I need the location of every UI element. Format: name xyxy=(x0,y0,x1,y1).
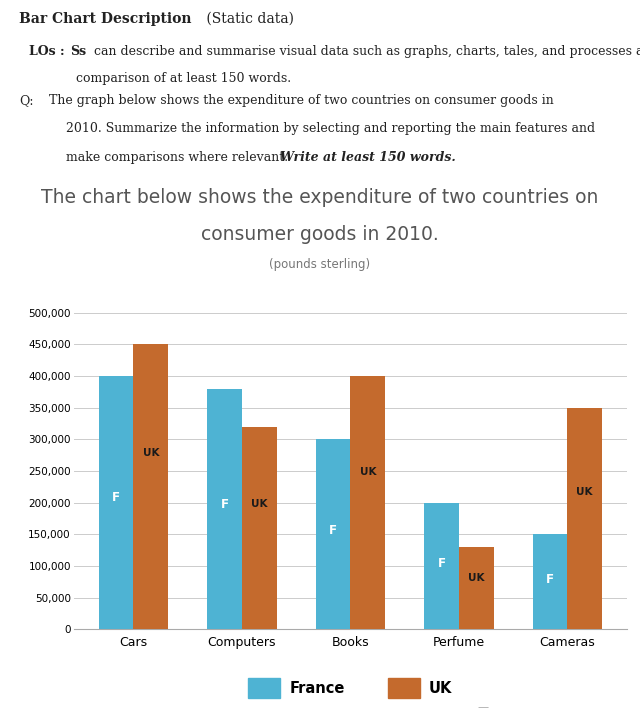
Text: The chart below shows the expenditure of two countries on: The chart below shows the expenditure of… xyxy=(42,188,598,208)
Bar xyxy=(459,547,493,629)
Text: make comparisons where relevant.: make comparisons where relevant. xyxy=(66,151,292,164)
Text: UK: UK xyxy=(360,467,376,477)
Bar xyxy=(242,427,276,629)
Text: (Static data): (Static data) xyxy=(202,12,294,26)
Bar xyxy=(99,376,134,629)
Bar xyxy=(316,439,351,629)
Text: UK: UK xyxy=(577,487,593,497)
Text: Ss: Ss xyxy=(70,45,86,58)
Text: LOs :: LOs : xyxy=(29,45,69,58)
Bar xyxy=(207,389,242,629)
Bar xyxy=(351,376,385,629)
Text: F: F xyxy=(112,491,120,504)
Text: consumer goods in 2010.: consumer goods in 2010. xyxy=(201,225,439,245)
Text: UK: UK xyxy=(143,448,159,458)
Text: Write at least 150 words.: Write at least 150 words. xyxy=(280,151,456,164)
Text: comparison of at least 150 words.: comparison of at least 150 words. xyxy=(76,72,291,85)
Text: F: F xyxy=(438,557,445,570)
Text: UK: UK xyxy=(251,498,268,508)
Text: 2010. Summarize the information by selecting and reporting the main features and: 2010. Summarize the information by selec… xyxy=(66,122,595,135)
Text: Q:: Q: xyxy=(19,94,34,107)
Text: The graph below shows the expenditure of two countries on consumer goods in: The graph below shows the expenditure of… xyxy=(45,94,554,107)
Legend: France, UK: France, UK xyxy=(243,672,458,704)
Text: Bar Chart Description: Bar Chart Description xyxy=(19,12,192,26)
Text: F: F xyxy=(221,498,228,510)
Bar xyxy=(134,344,168,629)
Bar xyxy=(532,535,567,629)
Text: F: F xyxy=(546,573,554,587)
Bar xyxy=(424,503,459,629)
Text: (pounds sterling): (pounds sterling) xyxy=(269,258,371,271)
Text: UK: UK xyxy=(468,573,484,583)
Text: F: F xyxy=(329,524,337,537)
Text: can describe and summarise visual data such as graphs, charts, tales, and proces: can describe and summarise visual data s… xyxy=(90,45,640,58)
Bar xyxy=(567,407,602,629)
Text: —: — xyxy=(477,702,489,711)
